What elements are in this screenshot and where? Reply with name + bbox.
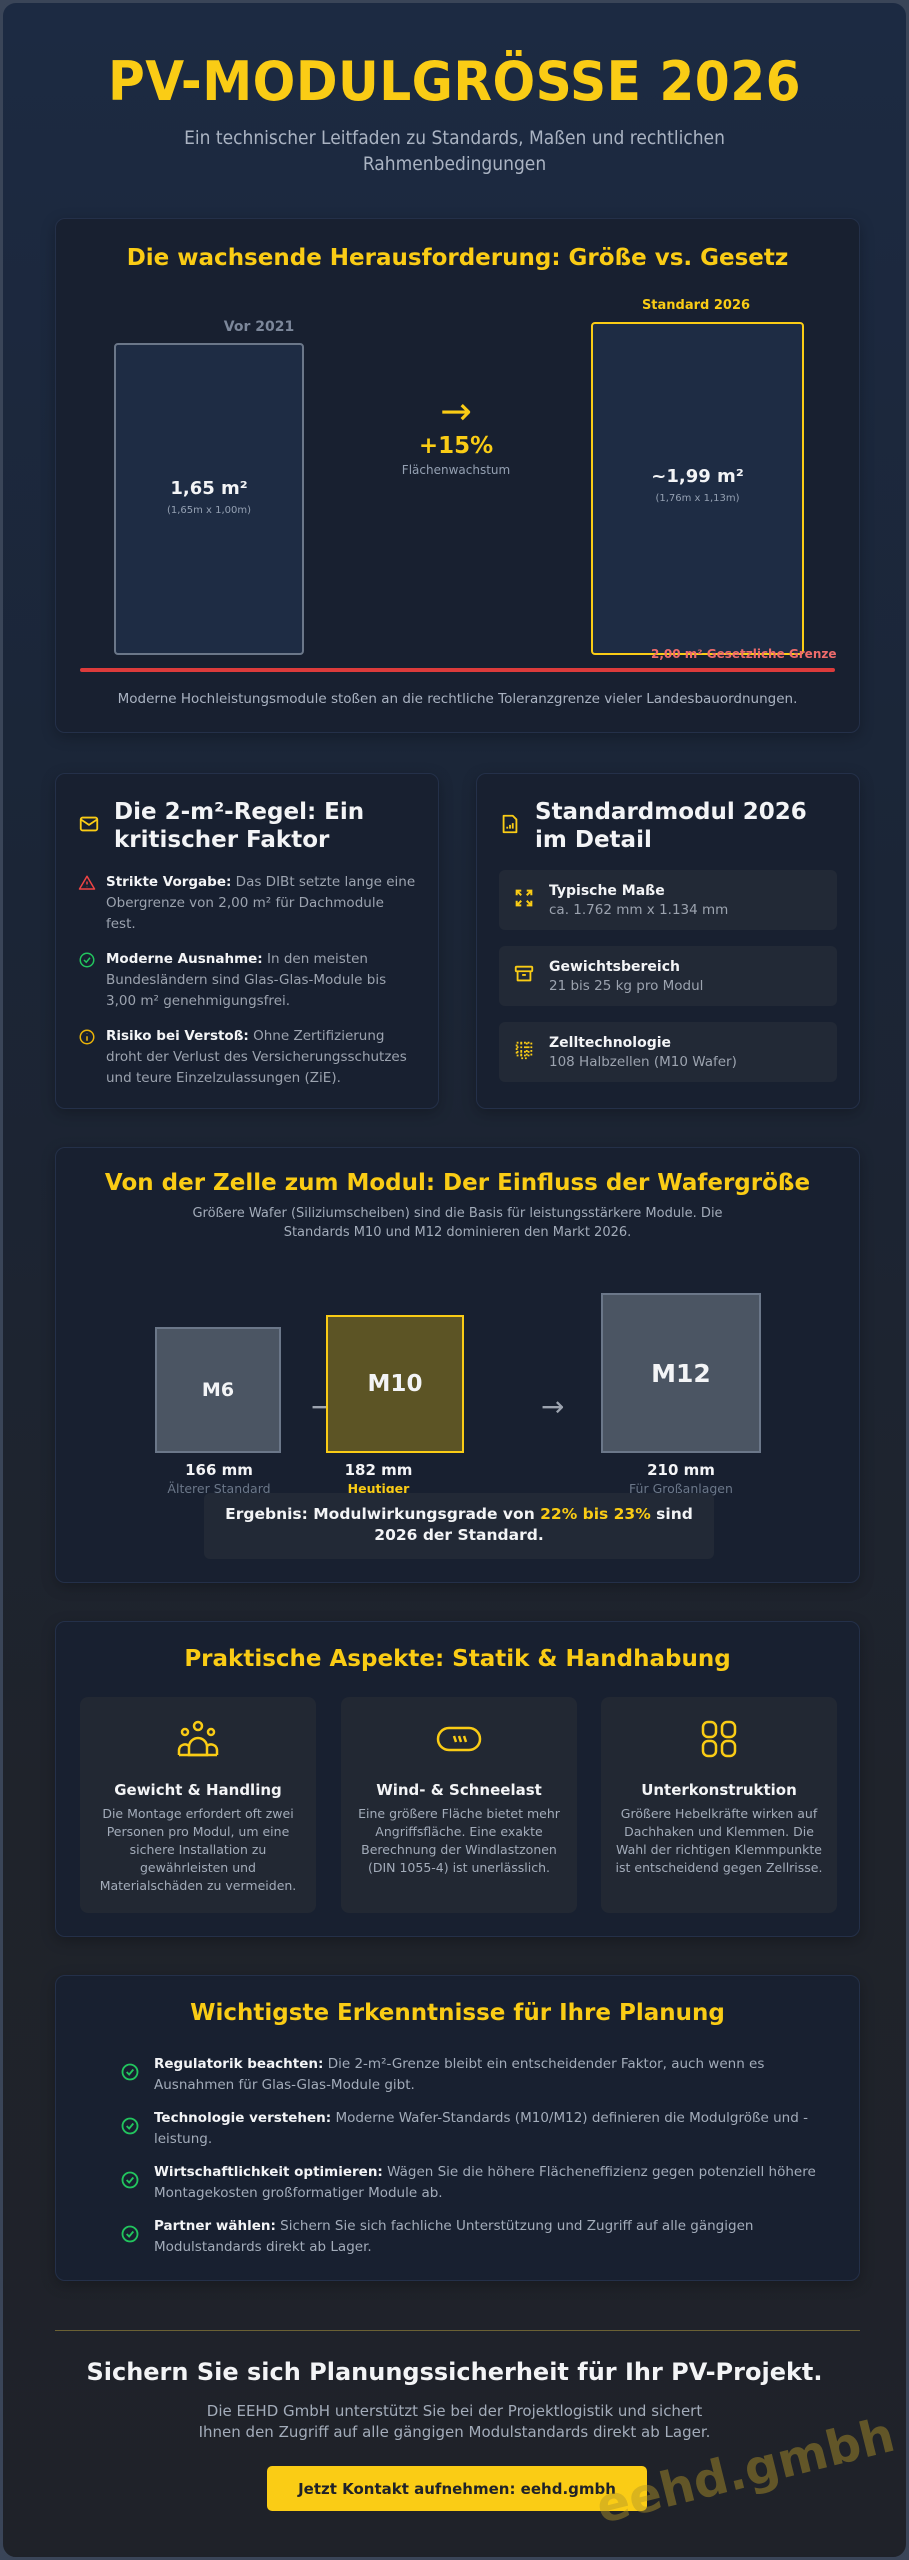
two-sqm-rule-card: Die 2-m²-Regel: Ein kritischer Faktor St…	[55, 773, 439, 1109]
size-vs-law-section: Die wachsende Herausforderung: Größe vs.…	[55, 218, 860, 733]
section-title: Wichtigste Erkenntnisse für Ihre Planung	[190, 2000, 725, 2026]
spec-item: Typische Maße ca. 1.762 mm x 1.134 mm	[499, 870, 837, 930]
people-group-icon	[176, 1720, 220, 1763]
takeaways-section: Wichtigste Erkenntnisse für Ihre Planung…	[55, 1975, 860, 2281]
takeaway-item: Partner wählen: Sichern Sie sich fachlic…	[120, 2216, 820, 2258]
grid-four-icon	[699, 1720, 739, 1763]
section-subtitle: Größere Wafer (Siliziumscheiben) sind di…	[192, 1206, 723, 1240]
section-note: Moderne Hochleistungsmodule stoßen an di…	[117, 691, 798, 707]
old-module-box: 1,65 m² (1,65m x 1,00m)	[114, 343, 304, 655]
growth-percent: +15%	[418, 433, 494, 459]
wafer-m10: M10 182 mm Heutiger Standard	[291, 1298, 464, 1511]
new-module-area: ~1,99 m²	[651, 466, 744, 487]
spec-item: Gewichtsbereich 21 bis 25 kg pro Modul	[499, 946, 837, 1006]
arrow-right-icon: →	[440, 389, 472, 433]
section-title: Von der Zelle zum Modul: Der Einfluss de…	[104, 1170, 811, 1196]
page-subtitle: Ein technischer Leitfaden zu Standards, …	[184, 127, 725, 175]
cta-title: Sichern Sie sich Planungssicherheit für …	[86, 2358, 823, 2386]
wafer-m12: M12 210 mm Für Großanlagen	[601, 1293, 761, 1496]
old-module-dims: (1,65m x 1,00m)	[166, 505, 252, 516]
check-circle-icon	[78, 949, 98, 1012]
header: PV-MODULGRÖSSE 2026 Ein technischer Leit…	[3, 3, 906, 177]
wafer-size-section: Von der Zelle zum Modul: Der Einfluss de…	[55, 1147, 860, 1583]
card-title: Standardmodul 2026 im Detail	[535, 799, 807, 853]
info-icon	[78, 1026, 98, 1089]
result-box: Ergebnis: Modulwirkungsgrade von 22% bis…	[204, 1493, 714, 1559]
expand-icon	[513, 887, 535, 913]
old-module-area: 1,65 m²	[170, 478, 248, 499]
card-title: Die 2-m²-Regel: Ein kritischer Faktor	[114, 799, 365, 853]
rule-item: Moderne Ausnahme: In den meisten Bundesl…	[78, 949, 416, 1012]
wafer-m6: M6 166 mm Älterer Standard	[155, 1298, 283, 1496]
contact-button[interactable]: Jetzt Kontakt aufnehmen: eehd.gmbh	[267, 2466, 647, 2511]
legal-limit-label: 2,00 m² Gesetzliche Grenze	[651, 647, 837, 661]
check-circle-icon	[120, 2062, 140, 2089]
document-chart-icon	[499, 812, 521, 840]
takeaway-item: Regulatorik beachten: Die 2-m²-Grenze bl…	[120, 2054, 820, 2096]
aspect-card: Unterkonstruktion Größere Hebelkräfte wi…	[601, 1697, 837, 1913]
check-circle-icon	[120, 2116, 140, 2143]
wind-load-icon	[435, 1726, 483, 1763]
cell-grid-icon	[513, 1039, 535, 1065]
envelope-icon	[78, 813, 100, 839]
practical-aspects-section: Praktische Aspekte: Statik & Handhabung …	[55, 1621, 860, 1937]
archive-box-icon	[513, 963, 535, 989]
divider	[55, 2330, 860, 2331]
standard-module-detail-card: Standardmodul 2026 im Detail Typische Ma…	[476, 773, 860, 1109]
new-module-label: Standard 2026	[641, 298, 751, 313]
section-title: Die wachsende Herausforderung: Größe vs.…	[126, 245, 789, 271]
new-module-box: ~1,99 m² (1,76m x 1,13m)	[591, 322, 804, 655]
growth-indicator: → +15% Flächenwachstum	[356, 391, 556, 477]
growth-label: Flächenwachstum	[401, 463, 511, 477]
aspect-card: Wind- & Schneelast Eine größere Fläche b…	[341, 1697, 577, 1913]
takeaway-item: Technologie verstehen: Moderne Wafer-Sta…	[120, 2108, 820, 2150]
takeaway-item: Wirtschaftlichkeit optimieren: Wägen Sie…	[120, 2162, 820, 2204]
section-title: Praktische Aspekte: Statik & Handhabung	[184, 1646, 731, 1672]
check-circle-icon	[120, 2224, 140, 2251]
spec-item: Zelltechnologie 108 Halbzellen (M10 Wafer…	[499, 1022, 837, 1082]
rule-item: Risiko bei Verstoß: Ohne Zertifizierung …	[78, 1026, 416, 1089]
rule-item: Strikte Vorgabe: Das DIBt setzte lange e…	[78, 872, 416, 935]
legal-limit-line	[80, 668, 835, 672]
arrow-right-icon: →	[541, 1390, 565, 1423]
page-title: PV-MODULGRÖSSE 2026	[107, 50, 802, 113]
old-module-label: Vor 2021	[223, 319, 295, 335]
warning-icon	[78, 872, 98, 935]
cta-text: Die EEHD GmbH unterstützt Sie bei der Pr…	[198, 2402, 711, 2441]
aspect-card: Gewicht & Handling Die Montage erfordert…	[80, 1697, 316, 1913]
new-module-dims: (1,76m x 1,13m)	[655, 493, 740, 504]
check-circle-icon	[120, 2170, 140, 2197]
